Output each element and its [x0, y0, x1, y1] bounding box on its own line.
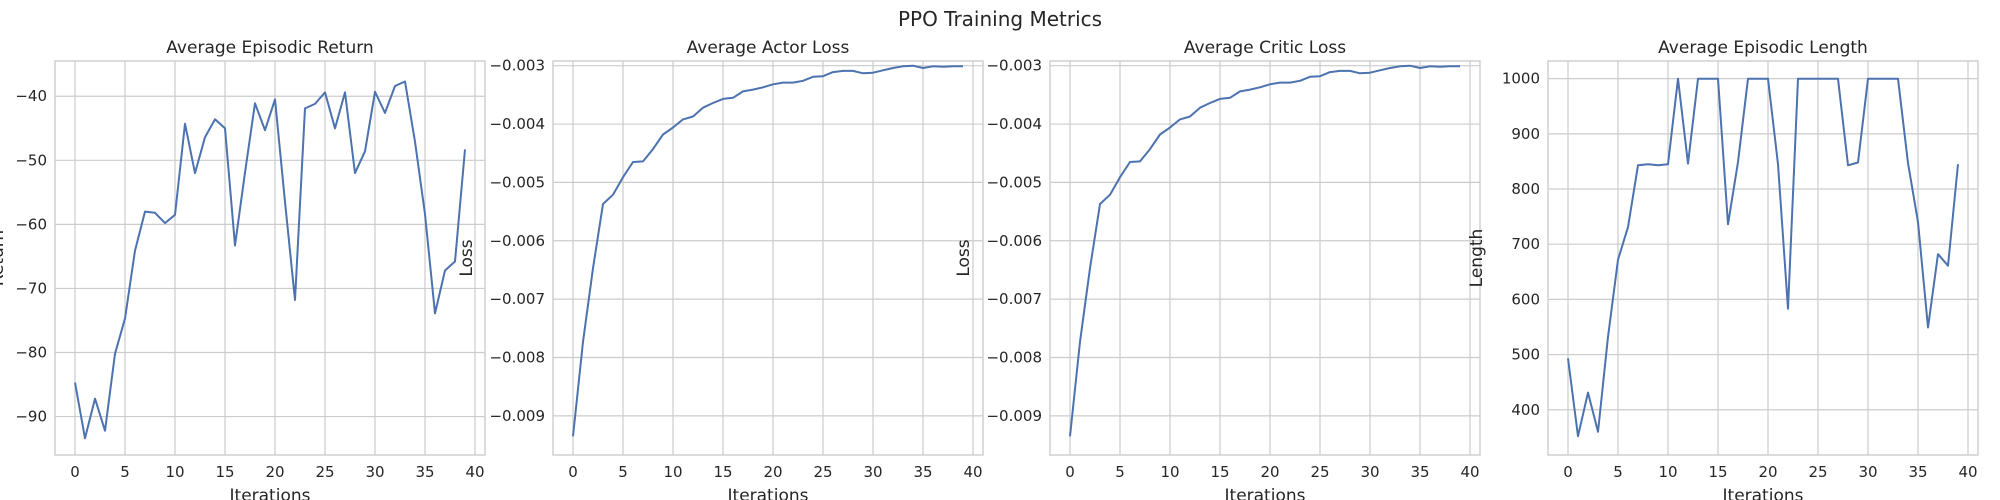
x-tick-label: 10	[1658, 463, 1677, 481]
subplot-title: Average Actor Loss	[687, 38, 850, 58]
x-tick-label: 20	[1758, 463, 1777, 481]
y-tick-label: −0.008	[489, 349, 545, 367]
x-tick-label: 25	[1808, 463, 1827, 481]
y-tick-label: 500	[1511, 346, 1540, 364]
x-axis-label: Iterations	[230, 486, 311, 500]
x-tick-label: 35	[1908, 463, 1927, 481]
series-line	[1567, 77, 1959, 438]
y-tick-label: −0.006	[986, 232, 1042, 250]
plot-frame	[54, 60, 486, 456]
subplot-grid: 0 5 10 15 20 25 30 35 40 −90 −80 −70 −60 −50 −40 Averag…	[0, 38, 1979, 500]
figure-title: PPO Training Metrics	[898, 7, 1102, 31]
y-tick-label: −0.007	[986, 290, 1042, 308]
y-tick-label: −0.007	[489, 290, 545, 308]
x-tick-label: 10	[663, 463, 682, 481]
y-tick-label: −0.005	[986, 173, 1042, 191]
y-tick-label: −0.004	[986, 115, 1042, 133]
y-tick-label: −0.008	[986, 349, 1042, 367]
x-tick-label: 0	[70, 463, 80, 481]
plot-frame	[1049, 60, 1481, 456]
y-axis-label: Loss	[954, 239, 974, 276]
x-tick-label: 40	[1460, 463, 1479, 481]
y-tick-label: −0.003	[986, 57, 1042, 75]
x-tick-label: 10	[165, 463, 184, 481]
x-tick-label: 20	[265, 463, 284, 481]
x-axis-label: Iterations	[1225, 486, 1306, 500]
y-tick-label: 900	[1511, 125, 1540, 143]
y-tick-label: −0.009	[489, 407, 545, 425]
x-tick-label: 5	[1613, 463, 1623, 481]
y-tick-label: 800	[1511, 180, 1540, 198]
x-tick-label: 30	[1360, 463, 1379, 481]
y-tick-label: 1000	[1502, 70, 1540, 88]
y-tick-label: −80	[15, 343, 47, 361]
x-tick-label: 15	[215, 463, 234, 481]
x-tick-label: 25	[315, 463, 334, 481]
y-tick-label: −0.005	[489, 173, 545, 191]
x-axis-label: Iterations	[1723, 486, 1804, 500]
y-axis-label: Length	[1467, 229, 1487, 288]
subplot-title: Average Episodic Return	[166, 38, 373, 58]
series-line	[572, 64, 963, 437]
x-tick-label: 30	[863, 463, 882, 481]
y-tick-label: −60	[15, 215, 47, 233]
x-tick-label: 15	[713, 463, 732, 481]
subplot-title: Average Episodic Length	[1658, 38, 1868, 58]
y-tick-label: −70	[15, 279, 47, 297]
y-tick-label: −0.006	[489, 232, 545, 250]
x-tick-label: 40	[1958, 463, 1977, 481]
x-tick-label: 0	[1065, 463, 1075, 481]
subplot-1: 0 5 10 15 20 25 30 35 40 −90 −80 −70 −60 −50 −40 Averag…	[0, 38, 486, 500]
x-tick-label: 10	[1160, 463, 1179, 481]
x-axis-label: Iterations	[728, 486, 809, 500]
x-tick-label: 0	[1563, 463, 1573, 481]
y-tick-label: −0.003	[489, 57, 545, 75]
x-tick-label: 25	[813, 463, 832, 481]
x-tick-label: 5	[618, 463, 628, 481]
y-tick-label: 700	[1511, 235, 1540, 253]
y-tick-label: −0.004	[489, 115, 545, 133]
subplot-3: 0 5 10 15 20 25 30 35 40 −0.009 −0.008 −0.007 −0.006…	[954, 38, 1481, 500]
y-axis-label: Return	[0, 230, 8, 286]
x-tick-label: 30	[365, 463, 384, 481]
x-tick-label: 40	[963, 463, 982, 481]
x-tick-label: 15	[1210, 463, 1229, 481]
y-tick-label: 400	[1511, 401, 1540, 419]
x-tick-label: 35	[1410, 463, 1429, 481]
x-tick-label: 30	[1858, 463, 1877, 481]
x-tick-label: 5	[1115, 463, 1125, 481]
series-line	[74, 80, 466, 440]
y-tick-label: −90	[15, 408, 47, 426]
plot-frame	[1547, 60, 1979, 456]
subplot-4: 0 5 10 15 20 25 30 35 40 400 500 600 700 800 900 1000 Av…	[1467, 38, 1979, 500]
subplot-2: 0 5 10 15 20 25 30 35 40 −0.009 −0.008 −0.007 −0.006…	[457, 38, 984, 500]
y-tick-label: −0.009	[986, 407, 1042, 425]
x-tick-label: 15	[1708, 463, 1727, 481]
x-tick-label: 35	[415, 463, 434, 481]
plot-frame	[552, 60, 984, 456]
x-tick-label: 0	[568, 463, 578, 481]
y-tick-label: 600	[1511, 290, 1540, 308]
subplot-title: Average Critic Loss	[1184, 38, 1346, 58]
x-tick-label: 5	[120, 463, 130, 481]
x-tick-label: 20	[763, 463, 782, 481]
y-axis-label: Loss	[457, 239, 477, 276]
x-tick-label: 40	[465, 463, 484, 481]
x-tick-label: 35	[913, 463, 932, 481]
x-tick-label: 25	[1310, 463, 1329, 481]
y-tick-label: −40	[15, 87, 47, 105]
y-tick-label: −50	[15, 151, 47, 169]
series-line	[1069, 64, 1460, 437]
x-tick-label: 20	[1260, 463, 1279, 481]
